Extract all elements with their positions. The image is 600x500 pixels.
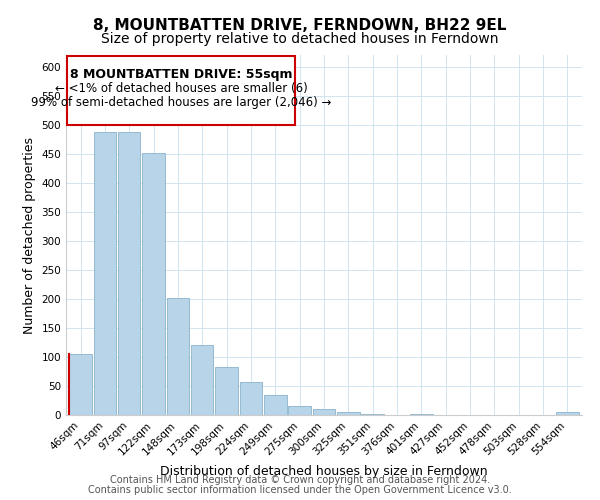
Bar — [191, 346, 214, 415]
Bar — [94, 132, 116, 415]
Bar — [118, 132, 140, 415]
Bar — [215, 367, 238, 415]
Text: ← <1% of detached houses are smaller (6): ← <1% of detached houses are smaller (6) — [55, 82, 307, 96]
Bar — [556, 412, 578, 415]
Text: 8, MOUNTBATTEN DRIVE, FERNDOWN, BH22 9EL: 8, MOUNTBATTEN DRIVE, FERNDOWN, BH22 9EL — [94, 18, 506, 32]
Text: Contains HM Land Registry data © Crown copyright and database right 2024.: Contains HM Land Registry data © Crown c… — [110, 475, 490, 485]
Text: 99% of semi-detached houses are larger (2,046) →: 99% of semi-detached houses are larger (… — [31, 96, 331, 108]
Bar — [142, 152, 165, 415]
Bar — [240, 382, 262, 415]
Bar — [70, 354, 92, 415]
Bar — [167, 298, 189, 415]
Text: 8 MOUNTBATTEN DRIVE: 55sqm: 8 MOUNTBATTEN DRIVE: 55sqm — [70, 68, 292, 82]
X-axis label: Distribution of detached houses by size in Ferndown: Distribution of detached houses by size … — [160, 465, 488, 478]
Bar — [313, 409, 335, 415]
Bar — [264, 394, 287, 415]
Bar — [361, 414, 384, 415]
FancyBboxPatch shape — [67, 56, 295, 124]
Bar — [337, 412, 359, 415]
Text: Contains public sector information licensed under the Open Government Licence v3: Contains public sector information licen… — [88, 485, 512, 495]
Y-axis label: Number of detached properties: Number of detached properties — [23, 136, 36, 334]
Bar — [289, 406, 311, 415]
Text: Size of property relative to detached houses in Ferndown: Size of property relative to detached ho… — [101, 32, 499, 46]
Bar — [410, 414, 433, 415]
